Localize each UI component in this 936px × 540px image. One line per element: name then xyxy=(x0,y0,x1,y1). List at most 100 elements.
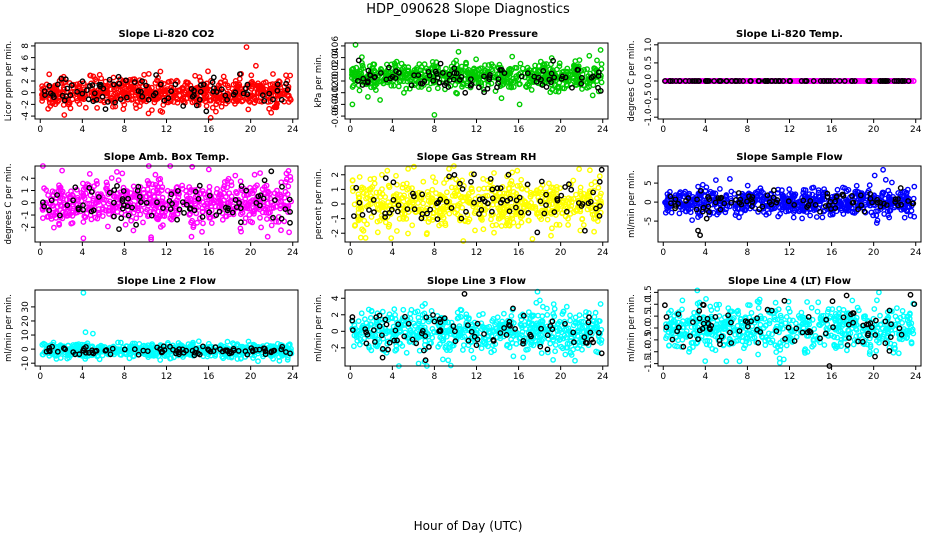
data-point xyxy=(56,221,63,228)
data-point xyxy=(446,77,453,84)
data-point xyxy=(597,88,604,94)
data-point xyxy=(446,71,453,78)
data-point xyxy=(376,189,383,196)
data-point xyxy=(366,207,372,213)
data-point xyxy=(146,195,153,202)
data-point xyxy=(210,74,217,81)
data-point xyxy=(116,226,122,233)
data-point xyxy=(243,44,250,50)
data-point xyxy=(278,227,284,234)
data-point xyxy=(446,165,452,172)
data-point xyxy=(165,95,172,102)
data-point xyxy=(91,183,98,190)
data-point xyxy=(485,62,492,68)
data-point xyxy=(266,87,273,94)
data-point xyxy=(871,172,878,179)
data-point xyxy=(799,215,805,222)
x-tick-label: 0 xyxy=(660,248,666,258)
data-point xyxy=(506,67,513,74)
data-point xyxy=(39,98,45,104)
data-point xyxy=(232,172,239,179)
data-point xyxy=(598,166,605,173)
data-point xyxy=(506,185,513,192)
data-point xyxy=(453,176,459,183)
data-point xyxy=(473,56,479,63)
data-point xyxy=(87,72,94,79)
data-point xyxy=(519,185,526,192)
data-point xyxy=(349,177,356,184)
data-point xyxy=(443,189,450,196)
data-point xyxy=(563,68,570,75)
data-point xyxy=(184,95,191,102)
data-point xyxy=(267,81,274,88)
data-point xyxy=(472,227,478,234)
data-point xyxy=(385,64,392,71)
y-tick-label: -2 xyxy=(331,229,341,238)
data-point xyxy=(381,70,388,76)
data-point xyxy=(97,81,104,88)
data-point xyxy=(735,190,742,196)
data-point xyxy=(817,208,823,215)
data-point xyxy=(576,166,582,173)
y-tick-label: 1 xyxy=(331,187,341,193)
data-point xyxy=(480,175,486,182)
data-point xyxy=(495,76,502,83)
data-point xyxy=(396,78,403,85)
data-point xyxy=(519,65,526,72)
data-point xyxy=(450,60,457,66)
data-point xyxy=(539,82,546,88)
data-point xyxy=(266,90,273,97)
y-tick-label: 0.0 xyxy=(644,74,654,89)
data-point xyxy=(284,77,291,84)
data-point xyxy=(537,58,544,65)
data-point xyxy=(668,209,675,216)
x-tick-label: 8 xyxy=(745,248,751,258)
data-point xyxy=(512,64,518,71)
data-point xyxy=(349,101,356,108)
data-point xyxy=(400,89,407,96)
data-point xyxy=(578,80,585,87)
data-point xyxy=(481,73,487,80)
data-point xyxy=(138,88,144,95)
data-point xyxy=(159,194,166,201)
data-point xyxy=(420,178,427,185)
data-point xyxy=(114,182,120,189)
data-point xyxy=(199,208,206,215)
y-tick-label: -2 xyxy=(21,223,31,232)
data-point xyxy=(145,110,152,117)
data-point xyxy=(261,177,268,184)
data-point xyxy=(255,84,262,91)
data-point xyxy=(441,82,448,89)
data-point xyxy=(212,108,219,115)
data-point xyxy=(403,85,410,92)
data-point xyxy=(538,76,544,83)
data-point xyxy=(579,216,585,223)
data-point xyxy=(544,216,551,223)
data-point xyxy=(197,190,204,197)
y-tick-label: 4 xyxy=(21,66,31,72)
data-point xyxy=(115,73,122,80)
x-tick-label: 16 xyxy=(203,125,215,135)
data-point xyxy=(590,73,596,80)
data-point xyxy=(388,235,395,242)
data-point xyxy=(477,65,484,72)
y-tick-label: 1 xyxy=(21,188,31,194)
y-tick-label: -0.5 xyxy=(644,90,654,108)
data-point xyxy=(401,63,408,70)
data-point xyxy=(179,182,186,189)
data-point xyxy=(356,194,363,201)
data-point xyxy=(59,92,66,99)
data-point xyxy=(596,69,602,76)
data-point xyxy=(551,74,558,81)
data-point xyxy=(355,57,362,64)
data-point xyxy=(93,178,100,184)
data-point xyxy=(192,72,199,79)
data-point xyxy=(350,213,357,220)
data-point xyxy=(232,89,239,96)
x-tick-label: 12 xyxy=(784,125,795,135)
data-point xyxy=(488,216,494,223)
data-point xyxy=(196,96,203,103)
data-point xyxy=(180,103,187,109)
